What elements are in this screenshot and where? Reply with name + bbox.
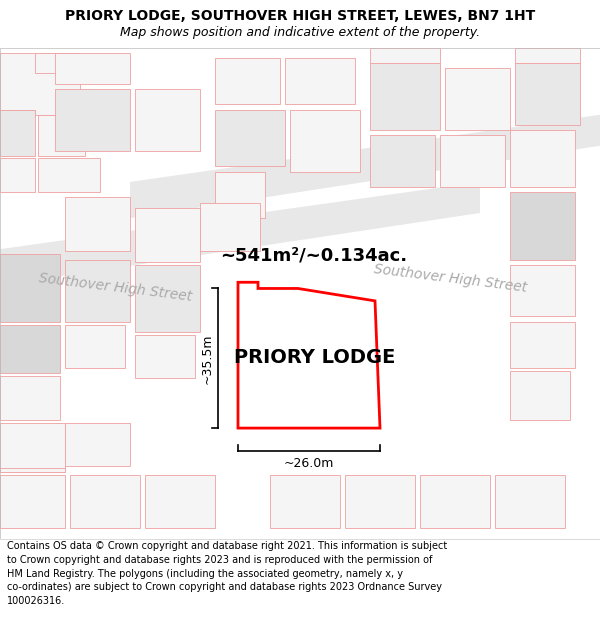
Polygon shape — [215, 58, 280, 104]
Polygon shape — [215, 109, 285, 166]
Polygon shape — [345, 474, 415, 528]
Polygon shape — [445, 68, 510, 130]
Text: Contains OS data © Crown copyright and database right 2021. This information is : Contains OS data © Crown copyright and d… — [7, 541, 448, 606]
Polygon shape — [55, 52, 130, 84]
Polygon shape — [38, 115, 85, 156]
Text: Southover High Street: Southover High Street — [38, 271, 193, 304]
Polygon shape — [285, 58, 355, 104]
Polygon shape — [510, 192, 575, 259]
Polygon shape — [215, 172, 265, 218]
Polygon shape — [515, 48, 580, 63]
Polygon shape — [270, 474, 340, 528]
Polygon shape — [510, 264, 575, 316]
Polygon shape — [70, 474, 140, 528]
Polygon shape — [135, 208, 200, 262]
Polygon shape — [0, 158, 35, 192]
Polygon shape — [65, 198, 130, 251]
Polygon shape — [65, 259, 130, 322]
Polygon shape — [370, 63, 440, 130]
Polygon shape — [135, 264, 200, 332]
Text: ~541m²/~0.134ac.: ~541m²/~0.134ac. — [220, 247, 407, 264]
Polygon shape — [495, 474, 565, 528]
Polygon shape — [0, 423, 65, 471]
Polygon shape — [238, 282, 380, 428]
Polygon shape — [420, 474, 490, 528]
Text: Southover High Street: Southover High Street — [373, 262, 527, 294]
Polygon shape — [515, 63, 580, 125]
Polygon shape — [370, 136, 435, 187]
Polygon shape — [510, 130, 575, 187]
Text: Map shows position and indicative extent of the property.: Map shows position and indicative extent… — [120, 26, 480, 39]
Polygon shape — [290, 109, 360, 172]
Polygon shape — [65, 423, 130, 466]
Polygon shape — [0, 254, 60, 322]
Polygon shape — [65, 324, 125, 368]
Polygon shape — [510, 371, 570, 420]
Polygon shape — [135, 335, 195, 379]
Polygon shape — [370, 48, 440, 63]
Polygon shape — [38, 158, 100, 192]
Polygon shape — [55, 89, 130, 151]
Polygon shape — [135, 89, 200, 151]
Polygon shape — [0, 474, 65, 528]
Polygon shape — [0, 52, 80, 115]
Text: ~26.0m: ~26.0m — [284, 457, 334, 470]
Polygon shape — [130, 115, 600, 218]
Polygon shape — [200, 202, 260, 251]
Polygon shape — [0, 324, 60, 373]
Text: PRIORY LODGE, SOUTHOVER HIGH STREET, LEWES, BN7 1HT: PRIORY LODGE, SOUTHOVER HIGH STREET, LEW… — [65, 9, 535, 24]
Text: PRIORY LODGE: PRIORY LODGE — [235, 348, 395, 368]
Polygon shape — [35, 52, 80, 73]
Polygon shape — [440, 136, 505, 187]
Polygon shape — [510, 322, 575, 368]
Polygon shape — [0, 109, 35, 156]
Polygon shape — [0, 376, 60, 420]
Polygon shape — [145, 474, 215, 528]
Polygon shape — [0, 468, 65, 471]
Text: ~35.5m: ~35.5m — [201, 333, 214, 384]
Polygon shape — [0, 182, 480, 286]
